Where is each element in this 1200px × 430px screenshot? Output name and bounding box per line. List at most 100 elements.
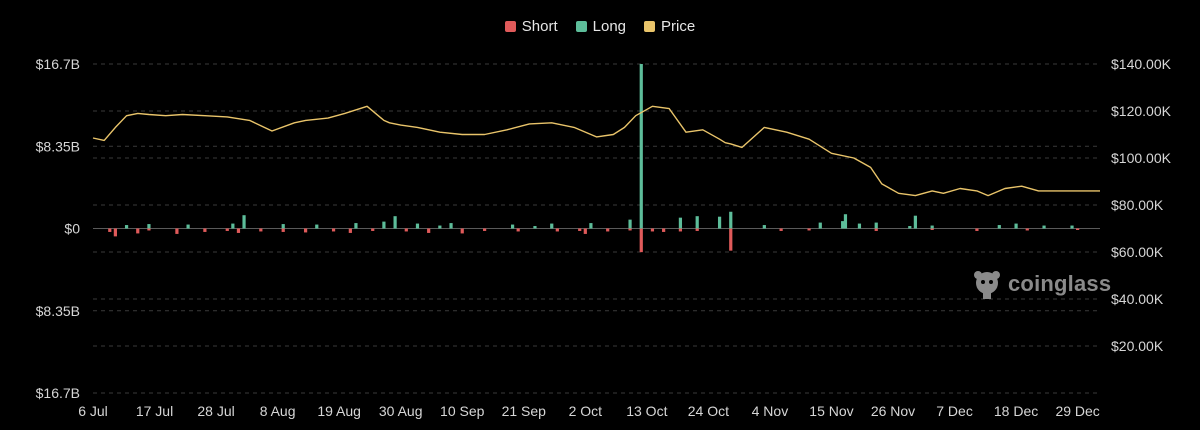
x-axis-tick-label: 18 Dec [994,403,1038,419]
long-bar [415,223,420,229]
left-axis-tick-label: $16.7B [36,56,80,72]
long-bar [124,225,129,229]
short-swatch-icon [504,21,516,32]
short-bar [578,228,582,231]
long-bar [315,224,319,229]
short-bar [427,228,431,233]
legend-label-long: Long [592,18,627,35]
short-bar [695,228,699,231]
long-bar [908,226,912,229]
right-axis-tick-label: $20.00K [1111,338,1164,354]
x-axis-tick-label: 17 Jul [136,403,173,419]
long-bar [762,225,766,229]
long-bar [438,225,442,229]
short-bar [113,228,117,237]
long-bar [639,64,643,229]
right-axis-tick-label: $80.00K [1111,197,1164,213]
short-bar [975,228,979,231]
long-bar [1014,223,1018,229]
short-bar [460,228,464,234]
watermark-text: coinglass [1008,271,1112,296]
left-axis-tick-label: $8.35B [36,138,80,154]
short-bar [404,228,408,232]
x-axis-tick-label: 2 Oct [569,403,603,419]
long-bar [857,223,862,229]
short-bar [606,228,610,232]
x-axis-tick-label: 10 Sep [440,403,485,419]
short-bar [650,228,655,232]
short-bar [371,228,375,231]
short-bar [175,228,179,234]
legend-item-long[interactable]: Long [575,18,627,35]
long-bar [449,223,453,229]
right-axis-tick-label: $140.00K [1111,56,1172,72]
short-bar [729,228,733,251]
long-bar [913,215,917,229]
short-bar [555,228,559,232]
legend-item-price[interactable]: Price [644,18,695,35]
short-bar [874,228,878,231]
short-bar [930,228,934,230]
short-bar [136,228,140,234]
long-bar [510,224,515,229]
x-axis-tick-label: 15 Nov [809,403,853,419]
x-axis-tick-label: 7 Dec [936,403,973,419]
long-bar [281,224,285,229]
long-bar [147,224,151,229]
short-bar [1076,228,1080,230]
long-bar [589,223,593,229]
long-bar [628,219,632,229]
short-bar [639,228,643,253]
long-bar [533,226,537,229]
x-axis-tick-label: 19 Aug [317,403,361,419]
short-bar [236,228,241,233]
x-axis-tick-label: 29 Dec [1055,403,1099,419]
long-bar [186,224,190,229]
short-bar [628,228,632,231]
long-bar [382,221,386,229]
x-axis-tick-label: 24 Oct [688,403,729,419]
x-axis-tick-label: 21 Sep [502,403,547,419]
left-axis-tick-label: $16.7B [36,385,80,401]
short-bar [331,228,336,232]
long-bar [930,225,934,229]
long-bar [729,211,733,229]
short-bar [807,228,811,231]
long-bar [393,216,397,229]
price-line [92,105,1100,197]
long-bar [843,214,848,229]
legend-label-short: Short [521,18,558,35]
short-bar [1025,228,1029,231]
short-bar [483,228,487,231]
short-bar [678,228,683,232]
long-bar [695,216,699,229]
short-bar [303,228,308,233]
legend: Short Long Price [0,18,1200,35]
short-bar [108,228,112,232]
watermark: coinglass [972,268,1111,300]
right-axis-tick-label: $40.00K [1111,291,1164,307]
long-swatch-icon [575,21,587,32]
right-axis-tick-label: $60.00K [1111,244,1164,260]
x-axis-tick-label: 30 Aug [379,403,423,419]
right-axis-tick-label: $120.00K [1111,103,1172,119]
long-bar [678,217,683,229]
x-axis-tick-label: 26 Nov [871,403,915,419]
short-bar [583,228,587,234]
short-bar [259,228,263,232]
x-axis-tick-label: 8 Aug [260,403,296,419]
short-bar [348,228,352,233]
x-axis-tick-label: 4 Nov [752,403,789,419]
legend-item-short[interactable]: Short [504,18,558,35]
long-bar [354,223,358,229]
short-bar [516,228,520,232]
x-axis-tick-label: 6 Jul [78,403,108,419]
long-bar [997,225,1001,229]
coinglass-logo-icon [974,271,1000,299]
short-bar [281,228,285,232]
x-axis-tick-label: 13 Oct [626,403,667,419]
long-bar [1070,225,1074,229]
long-bar [550,223,554,229]
short-bar [779,228,783,231]
